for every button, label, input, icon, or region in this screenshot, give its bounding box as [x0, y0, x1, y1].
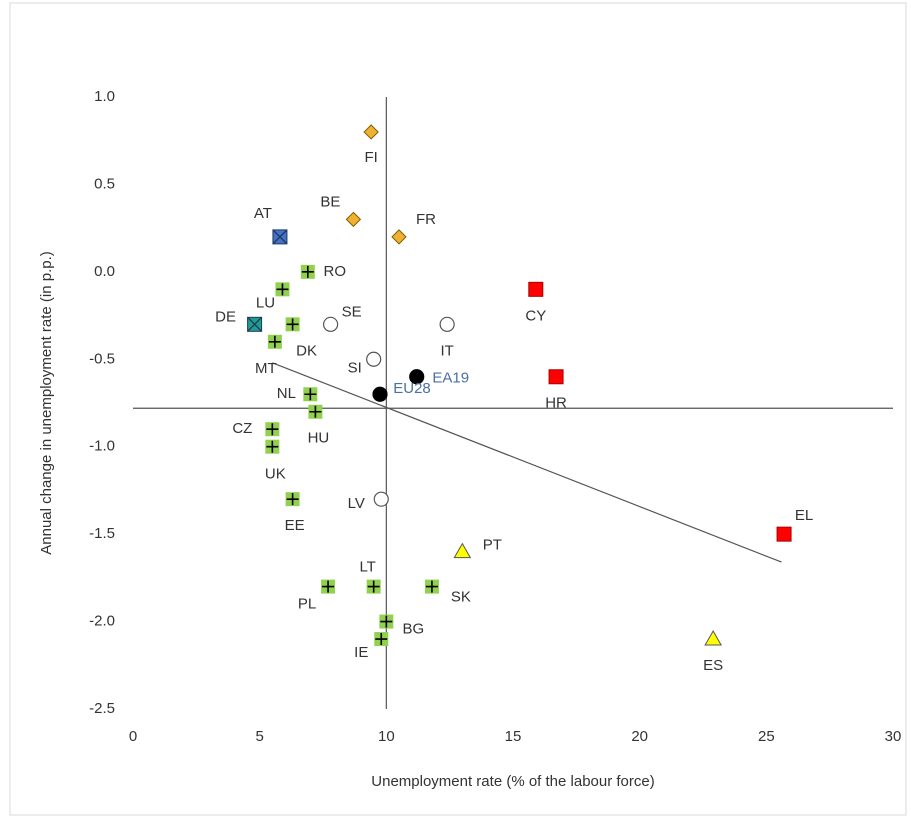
- point: [372, 386, 388, 402]
- point-label: SI: [348, 359, 362, 376]
- y-tick-label: -2.5: [89, 700, 115, 717]
- point: [285, 492, 300, 507]
- point: [373, 491, 389, 507]
- point-label: HR: [545, 395, 567, 412]
- point-label: PL: [298, 596, 316, 613]
- y-axis-title: Annual change in unemployment rate (in p…: [38, 251, 55, 555]
- point: [366, 351, 382, 367]
- point: [321, 579, 336, 594]
- point-label: EU28: [393, 380, 431, 397]
- point-label: HU: [308, 430, 330, 447]
- point-label: CZ: [232, 420, 252, 437]
- point: [285, 317, 300, 332]
- point: [265, 439, 280, 454]
- point: [374, 632, 389, 647]
- point: [247, 316, 263, 332]
- point: [528, 281, 544, 297]
- point: [424, 579, 439, 594]
- point: [267, 334, 282, 349]
- point-label: DE: [215, 308, 236, 325]
- y-tick-label: -1.5: [89, 525, 115, 542]
- point: [776, 526, 792, 542]
- y-tick-label: -2.0: [89, 613, 115, 630]
- x-tick-label: 10: [378, 728, 395, 745]
- point-label: EE: [285, 517, 305, 534]
- point-label: BG: [402, 621, 424, 638]
- point: [303, 387, 318, 402]
- x-tick-label: 0: [129, 728, 137, 745]
- point-label: SK: [451, 589, 471, 606]
- x-tick-label: 25: [758, 728, 775, 745]
- point-label: RO: [324, 263, 347, 280]
- trendline: [272, 362, 782, 563]
- x-tick-label: 5: [255, 728, 263, 745]
- point-label: MT: [255, 360, 277, 377]
- point-label: SE: [342, 303, 362, 320]
- y-tick-label: -0.5: [89, 350, 115, 367]
- point: [265, 422, 280, 437]
- point-label: EA19: [432, 370, 469, 387]
- point-label: AT: [254, 205, 272, 222]
- point-label: LU: [256, 294, 275, 311]
- point-label: UK: [265, 466, 286, 483]
- point-label: DK: [296, 342, 317, 359]
- point: [366, 579, 381, 594]
- point: [409, 369, 425, 385]
- point: [379, 614, 394, 629]
- point-label: NL: [277, 385, 296, 402]
- point-label: IE: [354, 644, 368, 661]
- x-tick-label: 15: [505, 728, 522, 745]
- y-tick-label: 0.0: [94, 263, 115, 280]
- y-tick-label: -1.0: [89, 438, 115, 455]
- point-label: ES: [703, 657, 723, 674]
- point: [275, 282, 290, 297]
- point: [345, 211, 362, 228]
- point: [363, 124, 379, 140]
- y-tick-label: 0.5: [94, 175, 115, 192]
- point: [439, 316, 455, 332]
- point-label: BE: [320, 193, 340, 210]
- point: [548, 369, 564, 385]
- point: [453, 542, 472, 559]
- y-tick-label: 1.0: [94, 88, 115, 105]
- point: [272, 229, 288, 245]
- point-label: LT: [359, 559, 375, 576]
- point: [300, 264, 315, 279]
- chart-frame: [9, 2, 907, 816]
- point-label: CY: [525, 307, 546, 324]
- point: [704, 630, 722, 646]
- point-label: LV: [348, 495, 365, 512]
- x-tick-label: 30: [885, 728, 902, 745]
- point-label: FI: [364, 149, 377, 166]
- point-label: PT: [483, 537, 502, 554]
- point-label: FR: [416, 211, 436, 228]
- point-label: IT: [440, 342, 453, 359]
- x-axis-title: Unemployment rate (% of the labour force…: [371, 773, 654, 790]
- point-label: EL: [795, 507, 813, 524]
- x-tick-label: 20: [631, 728, 648, 745]
- point: [308, 404, 323, 419]
- point: [323, 316, 339, 332]
- point: [391, 229, 407, 245]
